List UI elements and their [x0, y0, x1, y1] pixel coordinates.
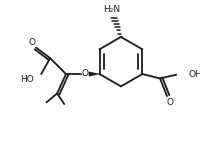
Text: O: O: [166, 98, 173, 107]
Text: HO: HO: [20, 75, 34, 84]
Polygon shape: [89, 72, 100, 76]
Text: O: O: [82, 69, 89, 78]
Text: O: O: [28, 38, 35, 47]
Text: OH: OH: [188, 70, 200, 79]
Text: H₂N: H₂N: [104, 5, 121, 14]
